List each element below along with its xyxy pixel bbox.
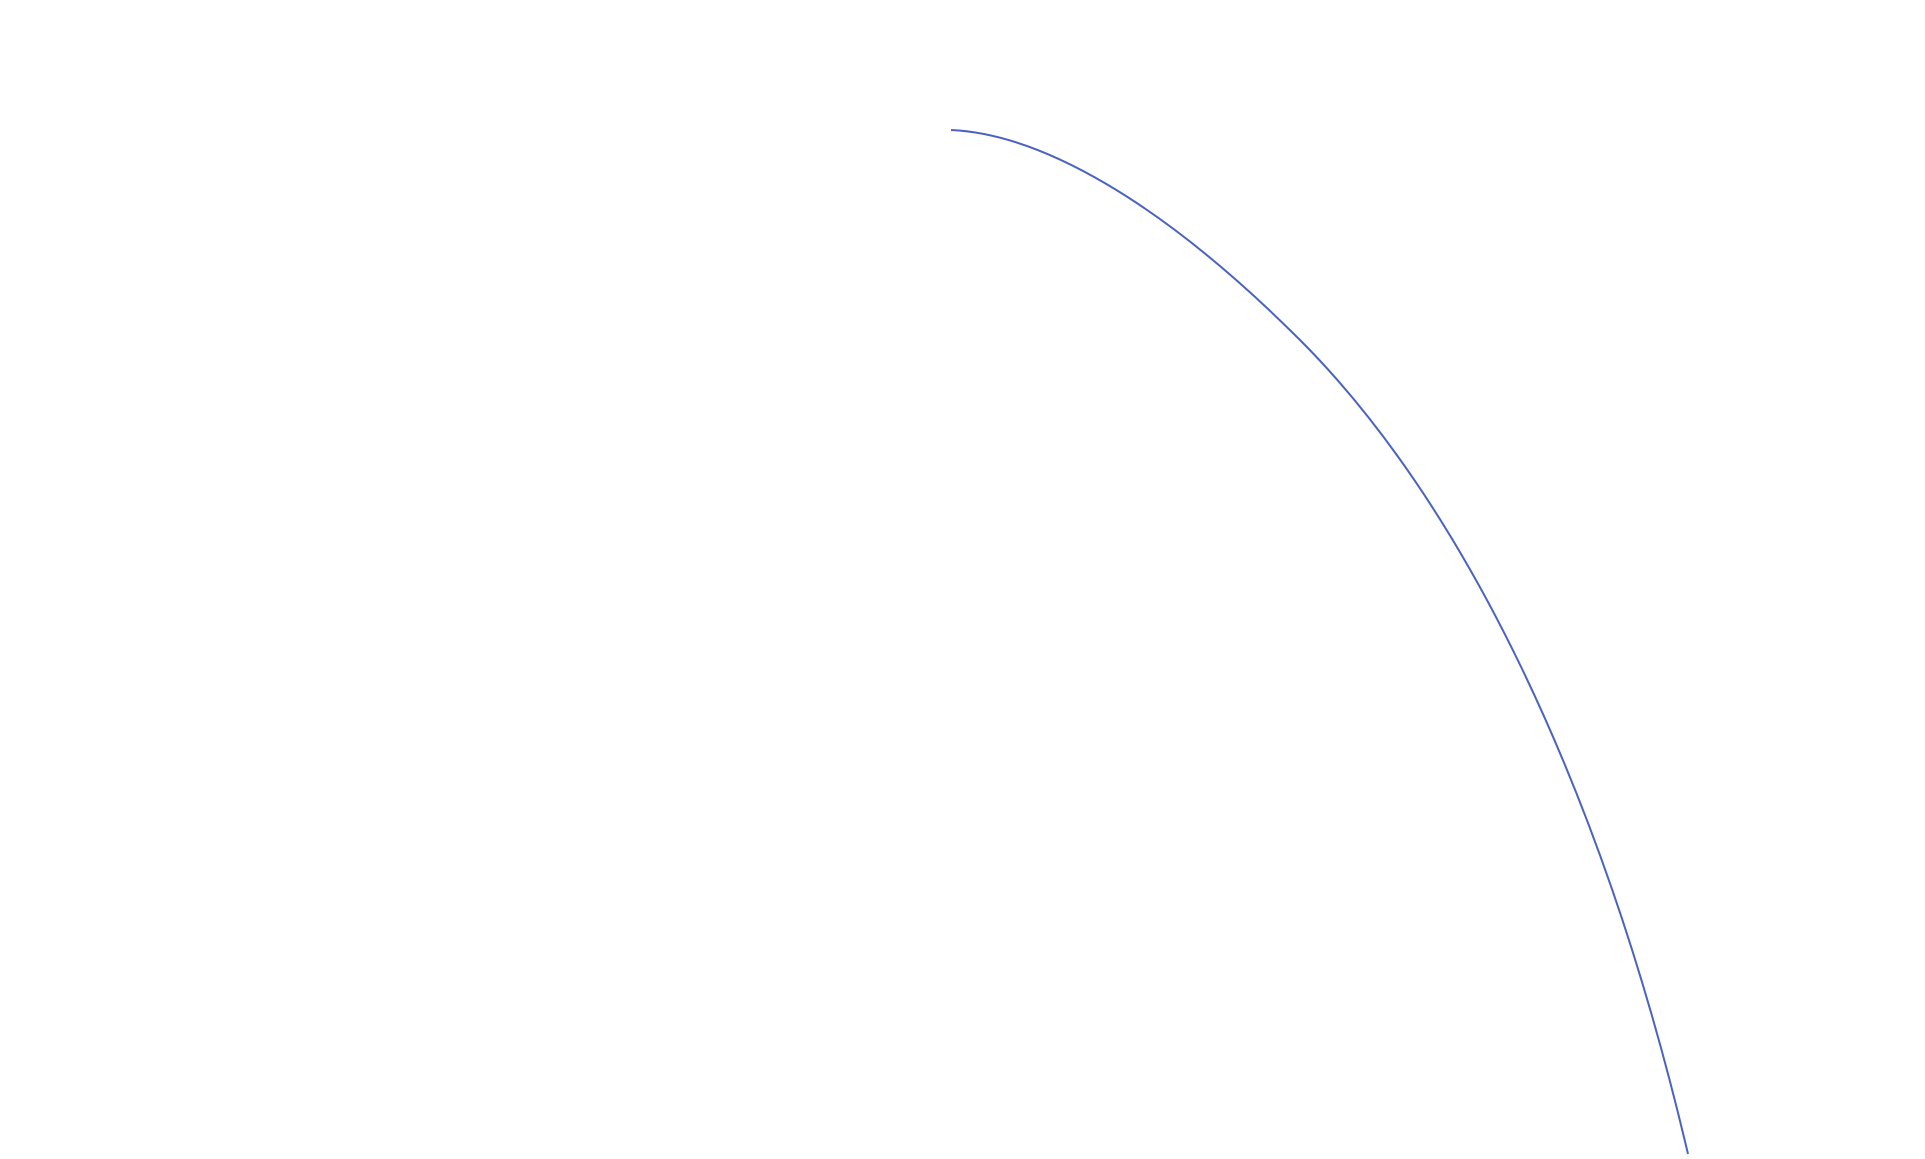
curve-line	[950, 129, 1689, 1155]
